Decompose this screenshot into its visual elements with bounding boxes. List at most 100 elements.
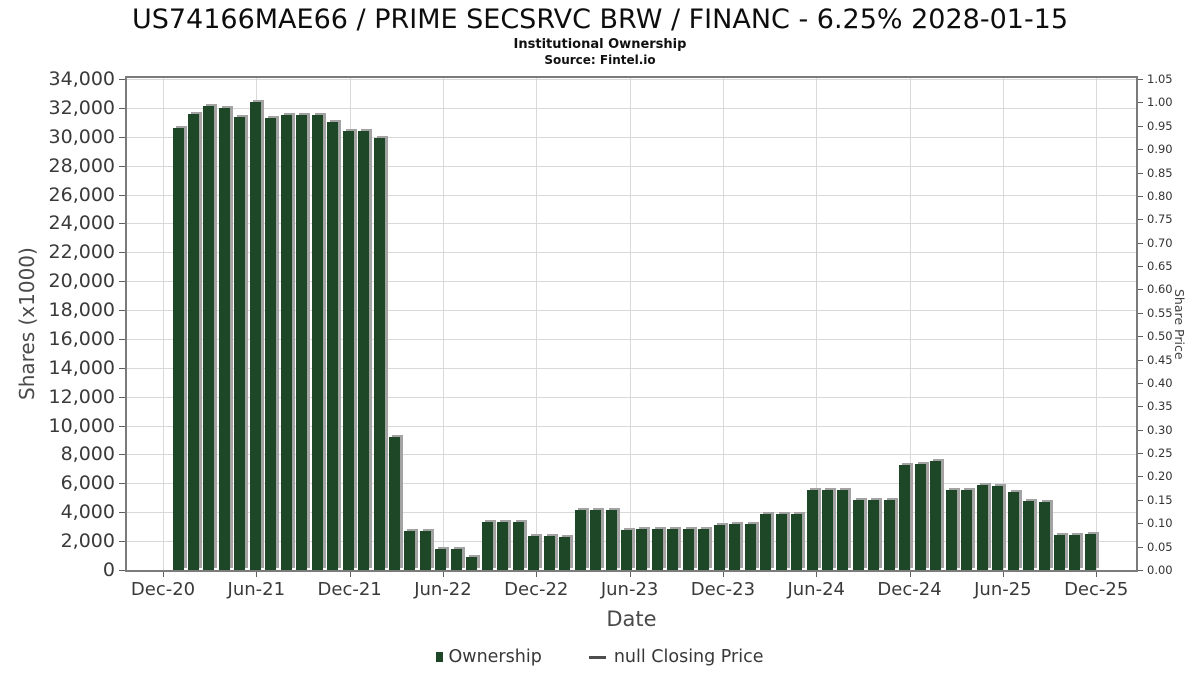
ownership-bar-Jul-24[interactable] bbox=[822, 489, 834, 570]
ownership-bar-Jun-21[interactable] bbox=[249, 102, 261, 570]
v-gridline bbox=[1096, 78, 1098, 570]
y-left-tick-mark bbox=[119, 454, 125, 456]
ownership-bar-Jul-23[interactable] bbox=[636, 528, 648, 570]
y-right-tick-label: 0.60 bbox=[1147, 282, 1173, 297]
x-tick-mark bbox=[816, 572, 818, 577]
ownership-bar-Feb-22[interactable] bbox=[373, 137, 385, 570]
page-title: US74166MAE66 / PRIME SECSRVC BRW / FINAN… bbox=[131, 4, 1069, 35]
ownership-bar-May-23[interactable] bbox=[605, 510, 617, 570]
ownership-bar-Dec-25[interactable] bbox=[1084, 534, 1096, 570]
y-axis-right-title: Share Price bbox=[1172, 288, 1187, 360]
ownership-bar-Jul-22[interactable] bbox=[450, 548, 462, 570]
ownership-bar-May-25[interactable] bbox=[976, 485, 988, 570]
y-right-tick-mark bbox=[1138, 266, 1143, 268]
h-gridline bbox=[127, 79, 1136, 80]
ownership-bar-Feb-25[interactable] bbox=[930, 461, 942, 570]
x-tick-mark bbox=[442, 572, 444, 577]
v-gridline bbox=[816, 78, 818, 570]
legend-item-ownership[interactable]: Ownership bbox=[436, 647, 542, 667]
ownership-bar-Nov-22[interactable] bbox=[512, 522, 524, 570]
y-left-tick-label: 6,000 bbox=[60, 472, 115, 495]
ownership-bar-May-22[interactable] bbox=[419, 531, 431, 570]
ownership-bar-Mar-24[interactable] bbox=[760, 514, 772, 570]
ownership-bar-Jun-23[interactable] bbox=[620, 530, 632, 570]
ownership-bar-Oct-23[interactable] bbox=[682, 528, 694, 570]
ownership-bar-Sep-25[interactable] bbox=[1038, 502, 1050, 570]
ownership-bar-Feb-24[interactable] bbox=[744, 523, 756, 570]
ownership-bar-Dec-24[interactable] bbox=[899, 465, 911, 570]
ownership-bar-Apr-24[interactable] bbox=[775, 513, 787, 570]
ownership-bar-May-24[interactable] bbox=[791, 513, 803, 570]
y-left-tick-label: 10,000 bbox=[48, 414, 115, 437]
y-right-tick-mark bbox=[1138, 453, 1143, 455]
ownership-bar-Nov-21[interactable] bbox=[327, 122, 339, 570]
y-left-tick-label: 14,000 bbox=[48, 356, 115, 379]
ownership-bar-Sep-24[interactable] bbox=[852, 499, 864, 570]
y-right-tick-mark bbox=[1138, 172, 1143, 174]
ownership-bar-Jun-24[interactable] bbox=[806, 490, 818, 570]
ownership-bar-Oct-25[interactable] bbox=[1054, 534, 1065, 570]
y-right-tick-label: 0.40 bbox=[1147, 375, 1173, 390]
ownership-bar-Aug-21[interactable] bbox=[280, 115, 292, 570]
ownership-bar-Dec-21[interactable] bbox=[342, 131, 354, 570]
ownership-bar-Jan-22[interactable] bbox=[358, 131, 370, 570]
ownership-bar-Dec-23[interactable] bbox=[713, 525, 725, 570]
ownership-bar-Oct-22[interactable] bbox=[497, 522, 509, 570]
ownership-bar-Mar-22[interactable] bbox=[389, 437, 400, 570]
y-left-tick-label: 2,000 bbox=[60, 530, 115, 553]
y-axis-left-title: Shares (x1000) bbox=[15, 247, 39, 401]
ownership-bar-Oct-24[interactable] bbox=[868, 499, 880, 570]
ownership-bar-Jan-21[interactable] bbox=[172, 128, 184, 570]
ownership-bar-Aug-24[interactable] bbox=[837, 489, 849, 570]
ownership-bar-Apr-21[interactable] bbox=[218, 107, 230, 570]
y-right-tick-mark bbox=[1138, 219, 1143, 221]
ownership-bar-Dec-22[interactable] bbox=[528, 535, 540, 570]
ownership-bar-Apr-25[interactable] bbox=[961, 489, 973, 570]
ownership-bar-Oct-21[interactable] bbox=[311, 115, 323, 570]
y-right-tick-mark bbox=[1138, 359, 1143, 361]
y-right-tick-label: 0.35 bbox=[1147, 399, 1173, 414]
ownership-bar-Jul-25[interactable] bbox=[1007, 492, 1019, 570]
y-left-tick-mark bbox=[119, 252, 125, 254]
ownership-bar-Nov-23[interactable] bbox=[698, 528, 710, 570]
ownership-bar-Apr-23[interactable] bbox=[590, 510, 602, 570]
y-left-tick-mark bbox=[119, 79, 125, 80]
ownership-bar-Aug-23[interactable] bbox=[651, 529, 663, 570]
ownership-bar-Feb-21[interactable] bbox=[187, 113, 199, 570]
v-gridline bbox=[909, 78, 911, 570]
ownership-bar-Aug-25[interactable] bbox=[1023, 501, 1035, 570]
legend-label-closing-price: null Closing Price bbox=[613, 647, 764, 667]
y-left-tick-label: 28,000 bbox=[48, 154, 115, 177]
ownership-bar-Jun-25[interactable] bbox=[992, 486, 1004, 570]
ownership-bar-Mar-23[interactable] bbox=[574, 510, 586, 570]
y-right-tick-mark bbox=[1138, 336, 1143, 338]
h-gridline bbox=[127, 310, 1136, 312]
ownership-bar-Mar-25[interactable] bbox=[945, 490, 957, 570]
y-right-tick-label: 0.75 bbox=[1147, 212, 1173, 227]
ownership-bar-Sep-21[interactable] bbox=[296, 115, 308, 570]
ownership-bar-Jul-21[interactable] bbox=[265, 118, 277, 570]
ownership-bar-Aug-22[interactable] bbox=[466, 556, 478, 570]
y-left-tick-mark bbox=[119, 541, 125, 543]
y-right-tick-label: 0.70 bbox=[1147, 235, 1173, 250]
ownership-bar-Jan-23[interactable] bbox=[543, 535, 555, 570]
h-gridline bbox=[127, 281, 1136, 283]
ownership-bar-Nov-25[interactable] bbox=[1069, 534, 1081, 570]
ownership-bar-May-21[interactable] bbox=[234, 116, 246, 570]
ownership-bar-Sep-23[interactable] bbox=[667, 528, 679, 570]
ownership-bar-Jan-25[interactable] bbox=[914, 464, 926, 570]
ownership-bar-Mar-21[interactable] bbox=[203, 105, 215, 570]
ownership-bar-Jun-22[interactable] bbox=[435, 549, 447, 570]
legend-item-closing-price[interactable]: null Closing Price bbox=[542, 647, 764, 667]
y-right-tick-mark bbox=[1138, 476, 1143, 478]
y-left-tick-label: 34,000 bbox=[48, 68, 115, 90]
ownership-bar-Apr-22[interactable] bbox=[404, 531, 416, 570]
ownership-bar-Sep-22[interactable] bbox=[481, 522, 493, 570]
ownership-bar-Feb-23[interactable] bbox=[559, 537, 571, 570]
ownership-bar-Nov-24[interactable] bbox=[883, 499, 895, 570]
h-gridline bbox=[127, 512, 1136, 514]
y-right-tick-label: 0.80 bbox=[1147, 188, 1173, 203]
y-right-tick-label: 0.10 bbox=[1147, 516, 1173, 531]
ownership-bar-Jan-24[interactable] bbox=[729, 523, 741, 570]
h-gridline bbox=[127, 425, 1136, 427]
